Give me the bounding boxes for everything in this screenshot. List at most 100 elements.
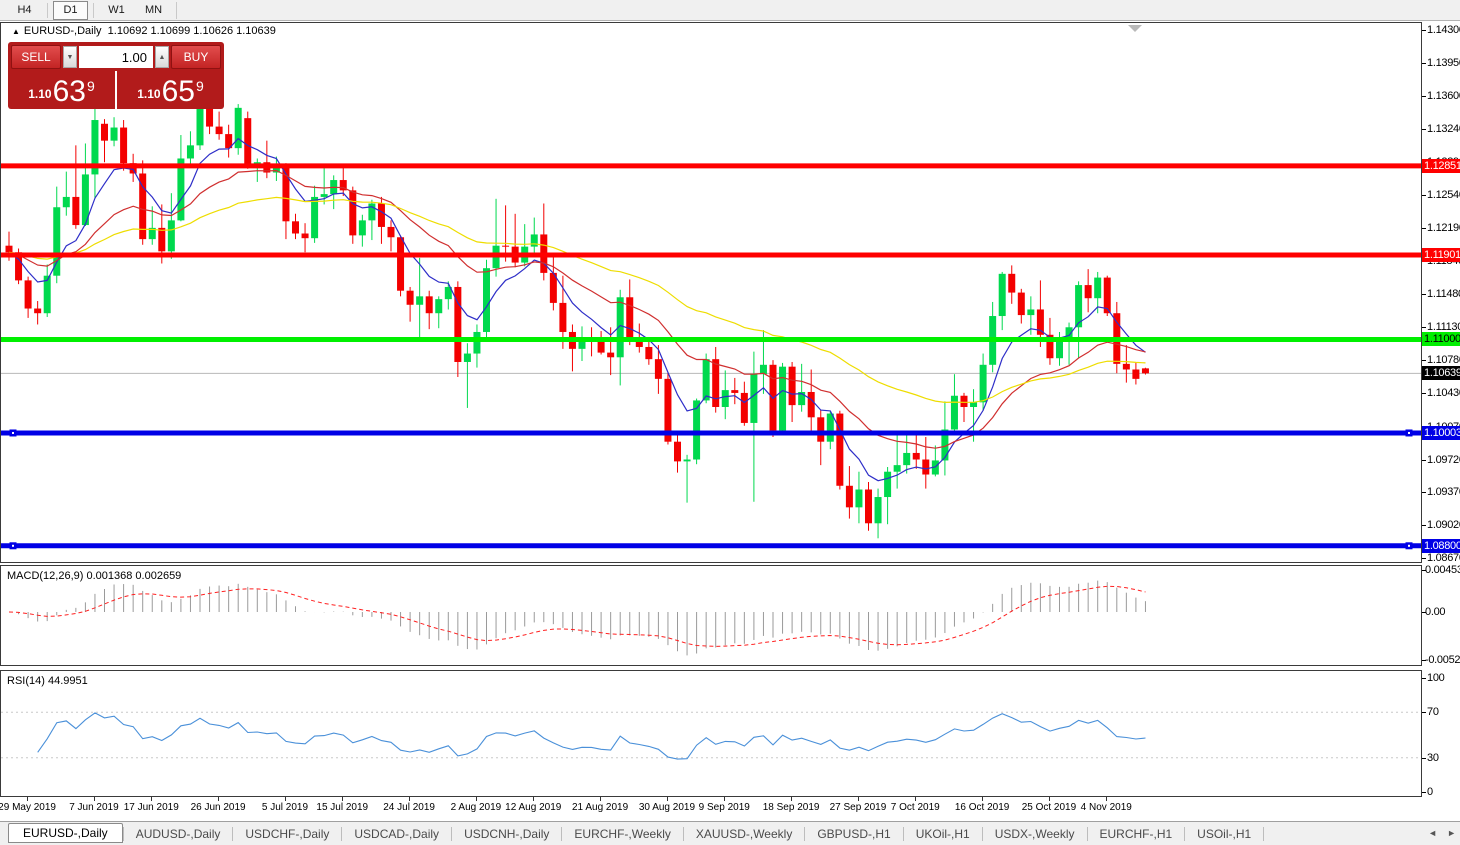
timeframe-button-h4[interactable]: H4 — [17, 4, 32, 16]
date-tick — [151, 797, 153, 801]
buy-button[interactable]: BUY — [171, 45, 221, 69]
price-tick-label: 1.14300 — [1427, 24, 1460, 36]
date-tick — [600, 797, 602, 801]
tab-scroll-left-icon[interactable]: ◄ — [1428, 828, 1438, 838]
date-tick-label: 16 Oct 2019 — [954, 802, 1010, 813]
date-tick-label: 17 Jun 2019 — [123, 802, 179, 813]
rsi-tick-label: 0 — [1427, 786, 1433, 798]
price-tick-label: 1.11130 — [1427, 321, 1460, 334]
date-tick-label: 26 Jun 2019 — [190, 802, 246, 813]
tab-separator — [804, 826, 806, 841]
chart-tab-usdx-weekly[interactable]: USDX-,Weekly — [994, 826, 1075, 841]
price-tick-label: 1.08670 — [1427, 551, 1460, 564]
date-tick-label: 25 Oct 2019 — [1021, 802, 1077, 813]
date-tick — [218, 797, 220, 801]
panel-separator[interactable] — [0, 665, 1460, 671]
chart-shift-marker-icon — [1128, 25, 1142, 32]
chart-tab-eurusd-daily[interactable]: EURUSD-,Daily — [8, 822, 123, 843]
chart-tab-usdchf-daily[interactable]: USDCHF-,Daily — [245, 826, 330, 841]
axis-tick — [1422, 459, 1426, 461]
candlestick-chart[interactable] — [1, 23, 1421, 562]
price-scale-border — [1421, 22, 1422, 821]
price-tick-label: 1.10780 — [1427, 354, 1460, 367]
date-tick-label: 18 Sep 2019 — [762, 802, 820, 813]
axis-tick — [1422, 525, 1426, 527]
date-tick — [915, 797, 917, 801]
date-tick-label: 7 Jun 2019 — [69, 802, 119, 813]
date-tick — [93, 797, 95, 801]
date-tick — [791, 797, 793, 801]
macd-signal-line — [8, 585, 1146, 647]
rsi-chart[interactable] — [1, 671, 1421, 796]
chart-tab-usdcad-daily[interactable]: USDCAD-,Daily — [354, 826, 440, 841]
chart-tab-audusd-daily[interactable]: AUDUSD-,Daily — [135, 826, 221, 841]
date-tick-label: 12 Aug 2019 — [505, 802, 562, 813]
price-tick-label: 1.13600 — [1427, 89, 1460, 102]
price-scale[interactable]: 1.143001.139501.136001.132401.128901.125… — [1422, 22, 1460, 820]
date-tick-label: 9 Sep 2019 — [698, 802, 750, 813]
chart-tab-eurchf-h1[interactable]: EURCHF-,H1 — [1099, 826, 1173, 841]
buy-price-display: 1.10 65 9 — [117, 71, 224, 109]
axis-tick — [1422, 557, 1426, 559]
tab-separator — [341, 826, 343, 841]
chart-tab-xauusd-weekly[interactable]: XAUUSD-,Weekly — [695, 826, 793, 841]
toolbar-separator — [47, 2, 48, 18]
tab-scroll-right-icon[interactable]: ► — [1447, 828, 1456, 838]
mid-ma — [8, 169, 1146, 449]
date-tick — [533, 797, 535, 801]
date-tick — [409, 797, 411, 801]
collapse-arrow-icon[interactable]: ▲ — [12, 27, 20, 36]
rsi-tick-label: 100 — [1427, 672, 1445, 684]
axis-tick — [1422, 712, 1426, 714]
volume-decrease-spinner[interactable]: ▼ — [63, 46, 77, 68]
macd-chart[interactable] — [1, 566, 1421, 665]
price-tick-label: 1.13240 — [1427, 123, 1460, 136]
timeframe-toolbar: H4 D1 W1 MN — [0, 0, 1460, 21]
price-badge-1.10639: 1.10639 — [1422, 366, 1460, 381]
chart-tab-eurchf-weekly[interactable]: EURCHF-,Weekly — [574, 826, 671, 841]
axis-tick — [1422, 327, 1426, 329]
tab-separator — [902, 826, 904, 841]
date-tick — [724, 797, 726, 801]
macd-tick-label: 0.00 — [1425, 606, 1446, 618]
macd-panel[interactable] — [1, 566, 1421, 665]
axis-tick — [1422, 678, 1426, 679]
date-tick — [475, 797, 477, 801]
axis-tick — [1422, 227, 1426, 229]
volume-input[interactable] — [79, 46, 153, 68]
chart-left-border — [0, 22, 1, 820]
date-tick-label: 30 Aug 2019 — [638, 802, 696, 813]
price-tick-label: 1.12190 — [1427, 221, 1460, 234]
main-chart-panel[interactable] — [1, 23, 1421, 562]
axis-tick — [1422, 195, 1426, 197]
tab-separator — [561, 826, 563, 841]
tab-separator — [1184, 826, 1186, 841]
chart-title: ▲ EURUSD-,Daily 1.10692 1.10699 1.10626 1… — [12, 25, 276, 37]
macd-tick-label: 0.004536 — [1425, 564, 1460, 576]
chart-ohlc-values: 1.10692 1.10699 1.10626 1.10639 — [107, 25, 276, 37]
toolbar-separator — [176, 1, 177, 19]
date-tick — [982, 797, 984, 801]
timeframe-button-w1[interactable]: W1 — [108, 4, 125, 16]
date-tick-label: 4 Nov 2019 — [1080, 802, 1132, 813]
timeframe-button-d1[interactable]: D1 — [53, 0, 88, 20]
volume-increase-spinner[interactable]: ▲ — [155, 46, 169, 68]
chart-tab-usdcnh-daily[interactable]: USDCNH-,Daily — [464, 826, 550, 841]
tab-separator — [1086, 826, 1088, 841]
slow-ma — [8, 196, 1146, 404]
panel-separator[interactable] — [0, 562, 1460, 566]
sell-button[interactable]: SELL — [11, 45, 61, 69]
chart-tab-ukoil-h1[interactable]: UKOil-,H1 — [915, 826, 970, 841]
rsi-panel[interactable] — [1, 671, 1421, 796]
macd-tick-label: -0.005205 — [1425, 654, 1460, 667]
chart-tab-gbpusd-h1[interactable]: GBPUSD-,H1 — [817, 826, 891, 841]
axis-tick — [1422, 757, 1426, 759]
price-tick-label: 1.11480 — [1427, 288, 1460, 301]
time-scale[interactable]: 29 May 2019 7 Jun 2019 17 Jun 2019 26 Jun 2… — [0, 796, 1460, 821]
timeframe-button-mn[interactable]: MN — [144, 4, 163, 16]
chart-tab-usoil-h1[interactable]: USOil-,H1 — [1197, 826, 1252, 841]
chart-top-border — [0, 22, 1460, 23]
date-tick — [27, 797, 29, 801]
tab-separator — [451, 826, 453, 841]
date-tick — [342, 797, 344, 801]
